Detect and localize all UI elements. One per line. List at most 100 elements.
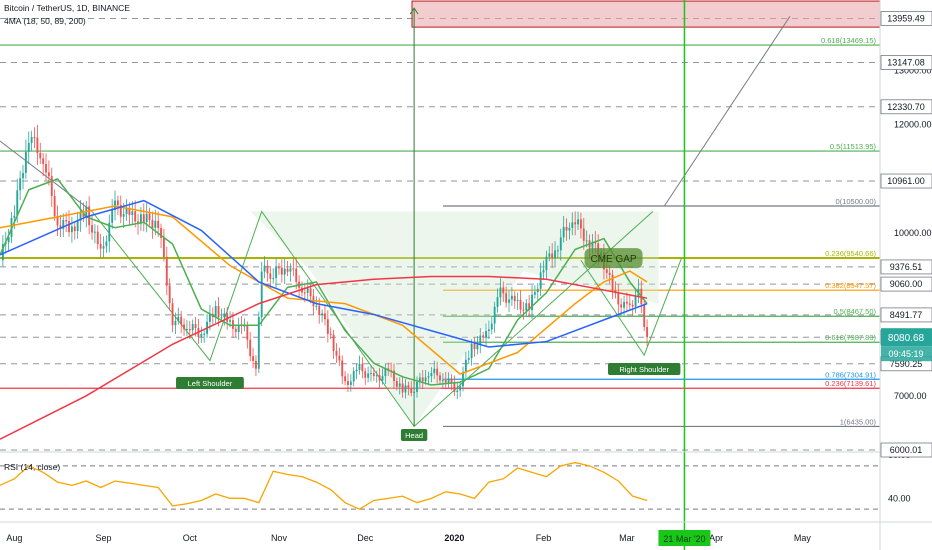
- candle-body: [582, 228, 585, 241]
- candle-body: [436, 368, 439, 376]
- time-tick-label: Mar: [619, 533, 635, 543]
- candle-body: [16, 190, 19, 216]
- candle-body: [574, 222, 577, 225]
- candle-body: [427, 376, 430, 378]
- candle-body: [1, 244, 4, 261]
- candle-body: [364, 371, 367, 378]
- candle-body: [631, 304, 634, 307]
- candle-body: [421, 377, 424, 382]
- candle-body: [223, 313, 226, 318]
- candle-body: [65, 220, 68, 222]
- candle-body: [183, 324, 185, 330]
- candle-body: [470, 343, 473, 359]
- candle-body: [528, 303, 531, 311]
- candle-body: [33, 137, 36, 139]
- current-price-bg: [881, 328, 932, 347]
- candle-body: [252, 356, 255, 361]
- candle-body: [370, 373, 372, 375]
- candle-body: [125, 208, 128, 215]
- candle-body: [188, 329, 191, 331]
- target-zone: [411, 0, 881, 28]
- candle-body: [7, 237, 10, 243]
- price-tick-label: 13000.00: [894, 65, 932, 75]
- candle-body: [467, 358, 470, 360]
- head-shoulders-outline: [91, 210, 654, 428]
- annotations-layer: Left Shoulder Head Right Shoulder CME GAP: [176, 248, 681, 441]
- time-tick-label: Apr: [709, 533, 723, 543]
- candle-body: [122, 214, 125, 217]
- candle-body: [439, 375, 441, 381]
- candle-body: [145, 213, 148, 223]
- fib-level-label: 0.786(7304.91): [825, 370, 876, 379]
- candle-body: [453, 382, 456, 392]
- candle-body: [628, 303, 631, 305]
- candle-body: [220, 317, 223, 319]
- candle-body: [430, 372, 433, 377]
- candle-body: [473, 343, 476, 350]
- candle-body: [47, 172, 50, 177]
- candle-body: [585, 240, 588, 242]
- candle-body: [565, 226, 568, 231]
- candle-body: [56, 216, 59, 226]
- fib-level-label: 0.618(7987.83): [825, 333, 876, 342]
- ma-line-ma89: [0, 199, 648, 348]
- time-tick-label: May: [794, 533, 812, 543]
- rsi-indicator-title: RSI (14, close): [4, 462, 61, 472]
- fib-level-label: 0(10500.00): [836, 197, 877, 206]
- candle-body: [375, 375, 378, 377]
- time-tick-label: Sep: [96, 533, 112, 543]
- price-level-tag: 6000.01: [890, 445, 923, 455]
- fib-level-label: 0.618(13469.15): [821, 36, 877, 45]
- price-level-tag: 9376.51: [890, 262, 923, 272]
- candle-body: [171, 303, 174, 326]
- price-level-tag: 13147.08: [887, 58, 925, 68]
- candle-body: [620, 304, 623, 308]
- candle-body: [496, 297, 499, 307]
- candle-body: [335, 350, 338, 356]
- candle-body: [200, 333, 203, 337]
- candle-body: [45, 163, 47, 173]
- candle-body: [292, 268, 295, 270]
- candle-body: [257, 317, 260, 369]
- price-level-tag-bg: [880, 11, 932, 26]
- candle-body: [102, 246, 105, 249]
- candle-body: [372, 373, 375, 376]
- countdown-bg: [881, 346, 932, 362]
- candle-body: [562, 226, 565, 238]
- fib-level-label: 0.5(11513.95): [830, 142, 877, 151]
- candle-body: [162, 237, 165, 257]
- candle-body: [286, 268, 289, 272]
- candle-body: [519, 300, 522, 310]
- fib-level-label: 0.5(8467.50): [833, 307, 876, 316]
- candle-body: [217, 306, 220, 318]
- candle-body: [398, 383, 401, 387]
- candle-body: [646, 327, 648, 338]
- candle-body: [482, 335, 485, 338]
- right-shoulder-label-bg: [607, 363, 681, 375]
- candle-body: [116, 200, 119, 205]
- candle-body: [338, 355, 341, 361]
- price-level-tag: 9060.00: [890, 279, 923, 289]
- price-level-tag: 7590.25: [890, 359, 923, 369]
- candle-body: [237, 325, 240, 332]
- candle-body: [623, 301, 625, 308]
- candle-body: [168, 285, 171, 304]
- symbol-title: Bitcoin / TetherUS, 1D, BINANCE: [4, 3, 130, 13]
- candle-body: [424, 377, 427, 382]
- price-level-tag-bg: [880, 99, 932, 115]
- price-level-tag-bg: [880, 173, 932, 189]
- projection-line: [663, 15, 791, 207]
- candle-body: [459, 386, 462, 391]
- candle-body: [508, 299, 510, 303]
- candle-body: [401, 383, 404, 393]
- head-label-bg: [400, 429, 428, 441]
- candle-body: [487, 329, 490, 332]
- candle-body: [142, 214, 145, 223]
- candle-body: [617, 293, 620, 305]
- candle-body: [24, 151, 27, 173]
- candle-body: [278, 267, 280, 269]
- candle-body: [464, 359, 467, 372]
- candle-body: [513, 295, 516, 302]
- candle-body: [344, 376, 347, 382]
